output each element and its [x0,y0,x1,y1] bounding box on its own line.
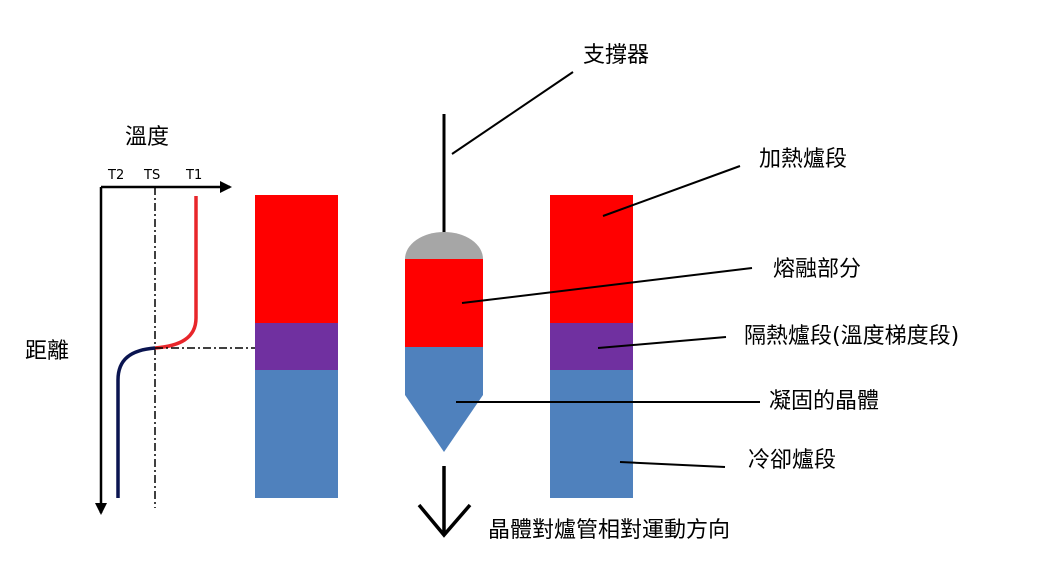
cooling-leader [619,461,726,468]
insulation-zone-label: 隔熱爐段(溫度梯度段) [744,324,960,349]
left-heating-zone [255,195,338,323]
cooling-zone-label: 冷卻爐段 [748,448,837,473]
crucible-cap [405,232,483,259]
right-cooling-zone [550,370,633,498]
motion-arrow [417,466,472,538]
tick-ts-label: TS [144,168,161,183]
temperature-axis-label: 溫度 [125,125,170,150]
insulation-leader [597,336,727,349]
melt-label: 熔融部分 [773,257,862,282]
solid-crystal-region [405,347,483,452]
melt-leader [461,267,753,304]
solidified-crystal-label: 凝固的晶體 [769,389,880,414]
support-label: 支撐器 [583,43,650,68]
heating-zone-label: 加熱爐段 [759,147,848,172]
motion-direction-label: 晶體對爐管相對運動方向 [488,518,731,543]
heating-leader [602,165,741,217]
left-cooling-zone [255,370,338,498]
hot-profile-curve [154,196,198,350]
right-heating-zone [550,195,633,323]
melt-region [405,259,483,347]
left-insulation-zone [255,323,338,370]
tick-t2-label: T2 [108,168,125,183]
distance-axis-label: 距離 [25,339,70,364]
cold-profile-curve [116,346,156,498]
tick-t1-label: T1 [186,168,203,183]
support-leader [451,71,574,155]
